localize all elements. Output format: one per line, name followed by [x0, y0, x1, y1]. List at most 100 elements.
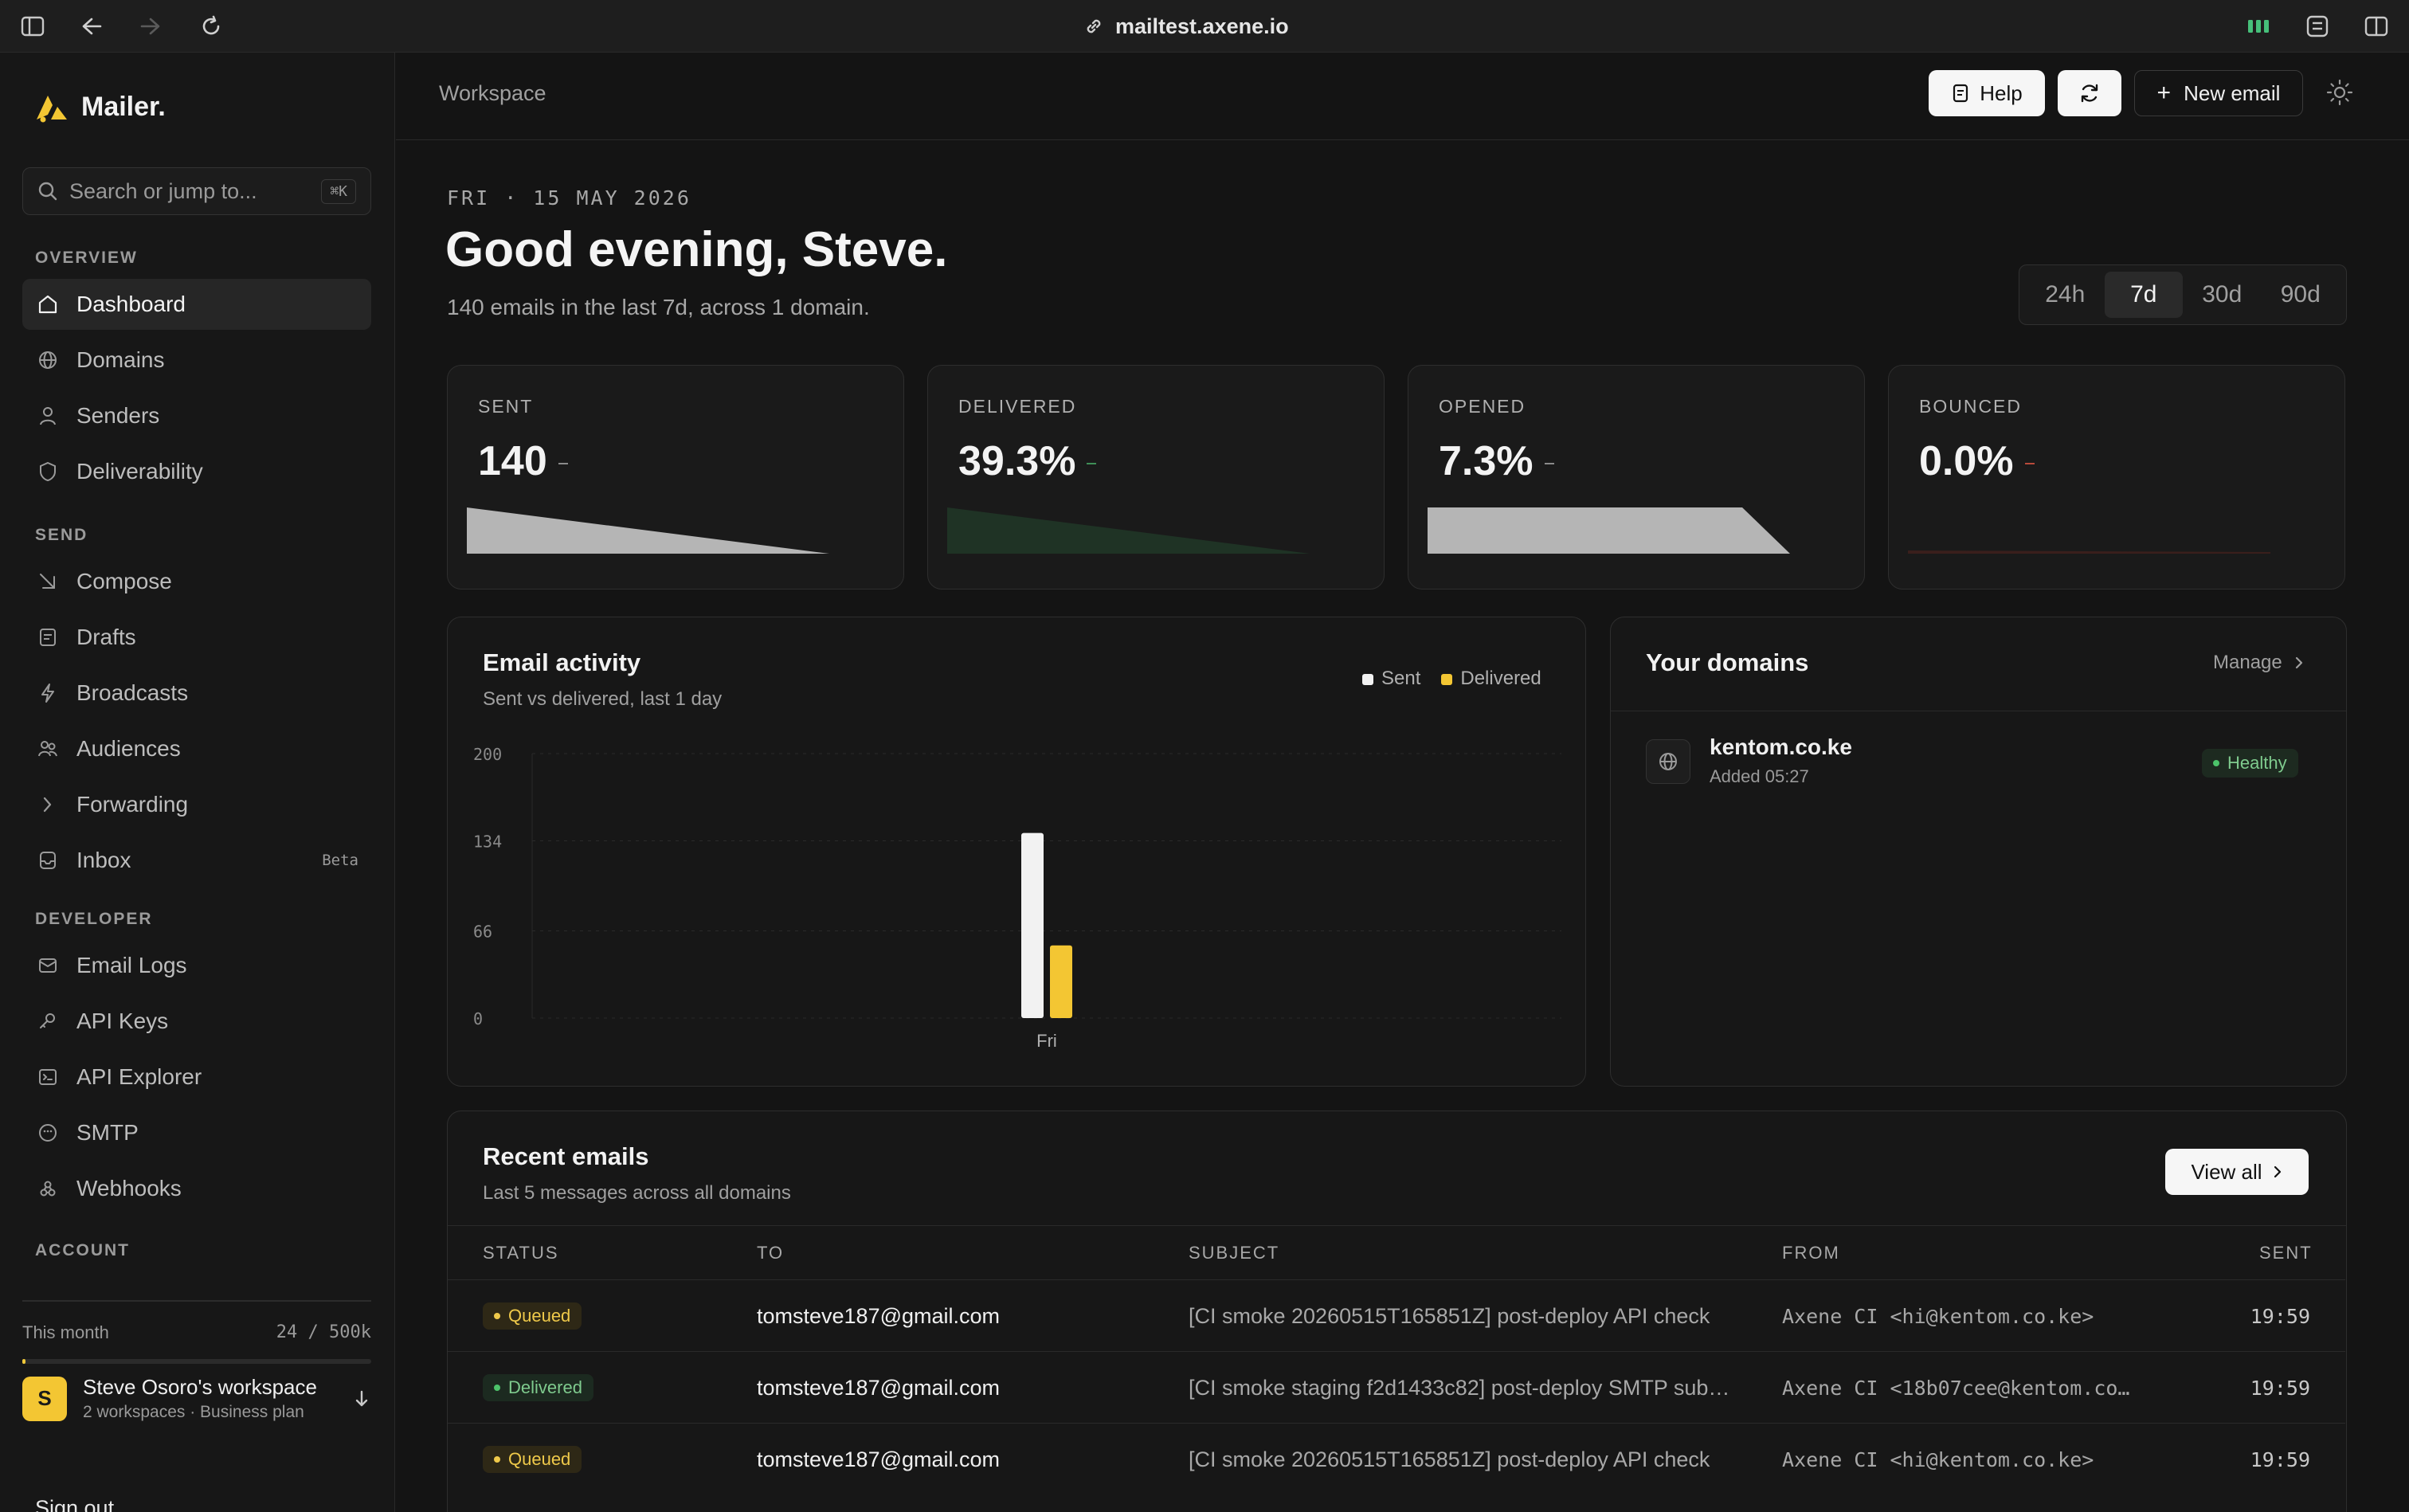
trend-dash-icon — [1087, 463, 1097, 465]
legend-delivered: Delivered — [1441, 668, 1541, 690]
new-email-button[interactable]: + New email — [2134, 70, 2303, 116]
sidebar-item-api-explorer[interactable]: API Explorer — [22, 1052, 371, 1103]
domain-added: Added 05:27 — [1710, 766, 1809, 786]
stat-value: 7.3% — [1439, 437, 1554, 485]
workspace-switcher[interactable]: S Steve Osoro's workspace 2 workspaces ·… — [22, 1375, 371, 1422]
split-view-icon[interactable] — [2363, 13, 2390, 40]
mailer-logo-icon — [37, 96, 67, 123]
trend-dash-icon — [1544, 463, 1554, 465]
breadcrumb[interactable]: Workspace — [439, 81, 546, 105]
sidebar-item-label: Inbox — [76, 848, 131, 872]
sidebar-item-label: Compose — [76, 569, 172, 593]
stat-value: 39.3% — [958, 437, 1097, 485]
search-input[interactable]: Search or jump to... ⌘K — [22, 167, 371, 215]
status-cell: Queued — [483, 1424, 582, 1495]
sidebar-item-dashboard[interactable]: Dashboard — [22, 279, 371, 330]
sidebar-item-broadcasts[interactable]: Broadcasts — [22, 668, 371, 719]
status-cell: Delivered — [483, 1352, 593, 1424]
x-tick-label: Fri — [1036, 1031, 1057, 1051]
reader-mode-icon[interactable] — [2304, 13, 2331, 40]
stat-card-sent: SENT 140 — [447, 365, 904, 590]
new-email-label: New email — [2184, 80, 2281, 105]
sign-out-link[interactable]: Sign out — [35, 1496, 115, 1512]
help-button[interactable]: Help — [1929, 70, 2045, 116]
table-row[interactable]: Queued tomsteve187@gmail.com [CI smoke 202… — [448, 1279, 2345, 1351]
search-placeholder: Search or jump to... — [69, 178, 257, 203]
shortcut-badge: ⌘K — [321, 178, 356, 204]
sidebar-item-compose[interactable]: Compose — [22, 556, 371, 607]
chevron-right-icon — [2274, 1165, 2281, 1178]
extension-icon[interactable] — [2245, 13, 2272, 40]
sidebar-item-deliverability[interactable]: Deliverability — [22, 446, 371, 497]
switch-workspace-icon[interactable] — [352, 1389, 371, 1409]
workspace-name: Steve Osoro's workspace — [83, 1375, 317, 1399]
subject-cell: [CI smoke staging f2d1433c82] post-deplo… — [1189, 1375, 1730, 1400]
table-row[interactable]: Delivered tomsteve187@gmail.com [CI smoke … — [448, 1351, 2345, 1423]
chart-legend: Sent Delivered — [1362, 668, 1541, 690]
email-activity-chart: 200 134 66 0 Fri — [473, 745, 1561, 1051]
view-all-label: View all — [2191, 1159, 2262, 1184]
column-to: TO — [757, 1243, 785, 1263]
usage-label: This month — [22, 1322, 109, 1342]
compose-icon — [37, 570, 59, 593]
sidebar-item-audiences[interactable]: Audiences — [22, 723, 371, 774]
y-tick-label: 134 — [473, 832, 502, 852]
home-icon — [37, 293, 59, 315]
sidebar-item-forwarding[interactable]: Forwarding — [22, 779, 371, 830]
sidebar-item-domains[interactable]: Domains — [22, 335, 371, 386]
bar-sent-fri — [1021, 832, 1044, 1018]
sidebar-item-label: Broadcasts — [76, 680, 189, 705]
beta-badge: Beta — [322, 852, 358, 869]
divider — [448, 1225, 2346, 1226]
range-option-24h[interactable]: 24h — [2045, 281, 2086, 307]
page-summary: 140 emails in the last 7d, across 1 doma… — [447, 295, 870, 319]
stat-card-opened: OPENED 7.3% — [1408, 365, 1865, 590]
table-row[interactable]: Queued tomsteve187@gmail.com [CI smoke 202… — [448, 1423, 2345, 1494]
sent-time-cell: 19:59 — [2250, 1447, 2310, 1471]
range-option-90d[interactable]: 90d — [2280, 281, 2321, 307]
webhook-icon — [37, 1177, 59, 1200]
stat-sparkline — [947, 507, 1310, 554]
manage-domains-link[interactable]: Manage — [2213, 652, 2305, 674]
sidebar-item-label: Email Logs — [76, 953, 187, 977]
subject-cell: [CI smoke 20260515T165851Z] post-deploy … — [1189, 1303, 1710, 1328]
theme-toggle-sun-icon[interactable] — [2325, 78, 2354, 111]
sidebar-item-label: Audiences — [76, 736, 181, 761]
sidebar-item-inbox[interactable]: Inbox Beta — [22, 835, 371, 886]
legend-sent: Sent — [1362, 668, 1420, 690]
sidebar-item-webhooks[interactable]: Webhooks — [22, 1163, 371, 1214]
sidebar: Mailer. Search or jump to... ⌘K OVERVIEW… — [0, 53, 395, 1512]
to-cell: tomsteve187@gmail.com — [757, 1375, 1001, 1400]
sidebar-item-label: Senders — [76, 403, 160, 428]
sidebar-item-email-logs[interactable]: Email Logs — [22, 940, 371, 991]
sidebar-item-smtp[interactable]: SMTP — [22, 1107, 371, 1158]
sidebar-item-senders[interactable]: Senders — [22, 390, 371, 441]
domain-row[interactable]: kentom.co.ke Added 05:27 Healthy — [1646, 733, 2307, 797]
section-send-label: SEND — [35, 526, 88, 544]
sidebar-toggle-icon[interactable] — [19, 13, 46, 40]
reload-icon[interactable] — [198, 13, 225, 40]
sidebar-item-drafts[interactable]: Drafts — [22, 612, 371, 663]
forward-arrow-icon[interactable] — [137, 13, 164, 40]
shield-icon — [37, 460, 59, 483]
address-bar[interactable]: mailtest.axene.io — [1083, 11, 1289, 41]
view-all-button[interactable]: View all — [2165, 1149, 2309, 1195]
page-title: Good evening, Steve. — [445, 222, 948, 277]
sidebar-item-api-keys[interactable]: API Keys — [22, 996, 371, 1047]
sidebar-item-label: API Explorer — [76, 1064, 202, 1089]
sidebar-item-label: Forwarding — [76, 792, 189, 817]
from-cell: Axene CI <18b07cee@kentom.co… — [1782, 1376, 2130, 1400]
range-option-7d[interactable]: 7d — [2104, 272, 2183, 318]
refresh-button[interactable] — [2058, 70, 2121, 116]
stat-card-delivered: DELIVERED 39.3% — [927, 365, 1385, 590]
status-badge: Queued — [483, 1446, 582, 1473]
stat-card-bounced: BOUNCED 0.0% — [1888, 365, 2345, 590]
section-account-label: ACCOUNT — [35, 1241, 130, 1259]
monthly-usage: This month 24 / 500k — [22, 1300, 371, 1364]
back-arrow-icon[interactable] — [78, 13, 105, 40]
range-option-30d[interactable]: 30d — [2202, 281, 2243, 307]
sidebar-item-label: API Keys — [76, 1009, 169, 1033]
y-tick-label: 66 — [473, 922, 492, 941]
brand-logo[interactable]: Mailer. — [33, 91, 166, 123]
to-cell: tomsteve187@gmail.com — [757, 1303, 1001, 1328]
